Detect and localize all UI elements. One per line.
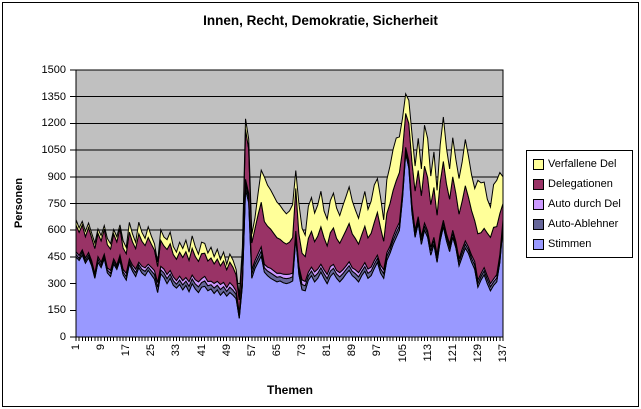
y-tick-label: 0 bbox=[59, 331, 66, 343]
legend-label: Delegationen bbox=[548, 178, 613, 190]
x-tick-label: 121 bbox=[446, 344, 459, 363]
x-tick-label: 41 bbox=[195, 344, 208, 357]
x-tick-label: 1 bbox=[70, 344, 82, 351]
x-tick-label: 113 bbox=[421, 344, 434, 362]
legend: Verfallene Del Delegationen Auto durch D… bbox=[526, 150, 633, 258]
x-axis-title: Themen bbox=[266, 383, 313, 397]
x-tick-label: 105 bbox=[396, 344, 409, 363]
x-tick-label: 137 bbox=[497, 344, 509, 363]
x-tick-label: 49 bbox=[220, 344, 233, 357]
y-tick-label: 300 bbox=[47, 277, 66, 290]
legend-swatch-stimmen bbox=[533, 238, 544, 250]
y-tick-label: 150 bbox=[47, 304, 66, 317]
x-tick-label: 89 bbox=[346, 344, 359, 357]
legend-label: Auto durch Del bbox=[548, 198, 621, 210]
legend-label: Verfallene Del bbox=[548, 158, 617, 170]
x-tick-label: 33 bbox=[170, 344, 183, 357]
legend-item: Stimmen bbox=[533, 237, 632, 251]
legend-item: Verfallene Del bbox=[533, 157, 632, 171]
legend-item: Auto durch Del bbox=[533, 197, 632, 211]
y-tick-label: 1050 bbox=[41, 144, 66, 157]
x-tick-label: 81 bbox=[321, 344, 334, 357]
x-tick-label: 25 bbox=[145, 344, 158, 357]
legend-item: Auto-Ablehner bbox=[533, 217, 632, 231]
chart-title: Innen, Recht, Demokratie, Sicherheit bbox=[203, 13, 438, 28]
y-tick-label: 450 bbox=[47, 250, 66, 263]
legend-swatch-auto-ablehner bbox=[533, 218, 544, 230]
x-tick-label: 57 bbox=[245, 344, 258, 357]
y-tick-label: 750 bbox=[47, 197, 66, 210]
y-axis-title: Personen bbox=[13, 177, 25, 229]
x-tick-label: 65 bbox=[270, 344, 283, 357]
x-tick-label: 97 bbox=[371, 344, 384, 357]
legend-swatch-delegationen bbox=[533, 178, 544, 190]
x-tick-label: 17 bbox=[120, 344, 133, 357]
legend-label: Stimmen bbox=[548, 238, 592, 250]
y-tick-label: 1500 bbox=[41, 64, 66, 76]
legend-swatch-verfallene-del bbox=[533, 158, 544, 170]
legend-swatch-auto-durch-del bbox=[533, 198, 544, 210]
x-tick-label: 73 bbox=[296, 344, 309, 357]
y-tick-label: 600 bbox=[47, 224, 66, 237]
y-tick-label: 1200 bbox=[41, 117, 66, 130]
y-tick-label: 900 bbox=[47, 170, 66, 183]
x-tick-label: 129 bbox=[471, 344, 484, 363]
y-tick-label: 1350 bbox=[41, 90, 66, 103]
legend-label: Auto-Ablehner bbox=[548, 218, 619, 230]
x-tick-label: 9 bbox=[95, 344, 108, 351]
legend-item: Delegationen bbox=[533, 177, 632, 191]
